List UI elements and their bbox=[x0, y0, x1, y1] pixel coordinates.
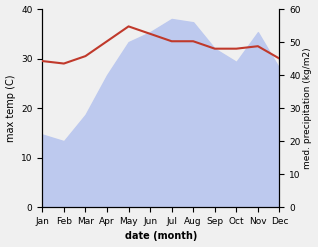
Y-axis label: med. precipitation (kg/m2): med. precipitation (kg/m2) bbox=[303, 47, 313, 169]
X-axis label: date (month): date (month) bbox=[125, 231, 197, 242]
Y-axis label: max temp (C): max temp (C) bbox=[5, 74, 16, 142]
